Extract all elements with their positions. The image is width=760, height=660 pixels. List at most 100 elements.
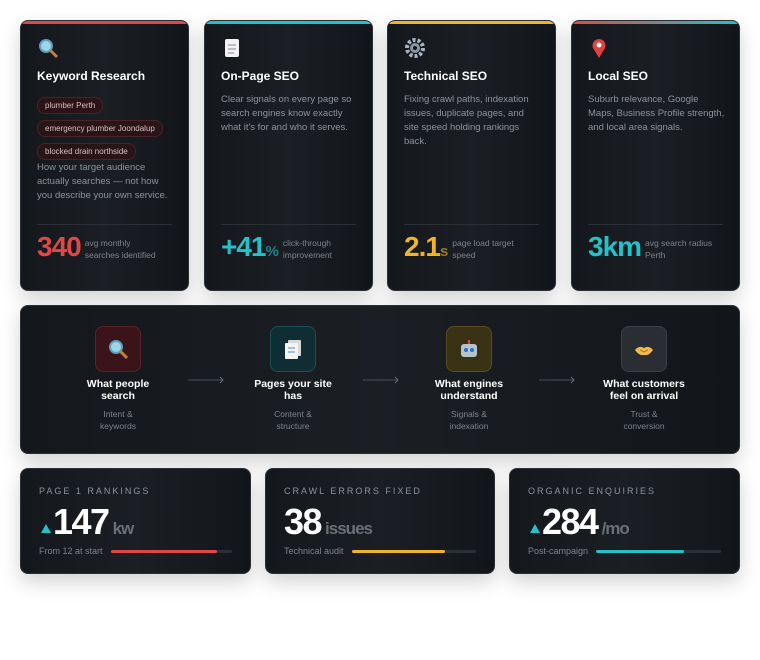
up-arrow: [39, 521, 53, 539]
card-icon: [221, 37, 243, 64]
card-icon-part: [405, 38, 425, 58]
service-card: On-Page SEO Clear signals on every page s…: [204, 20, 373, 291]
step-title: What engines understand: [434, 378, 504, 402]
card-title: Technical SEO: [404, 69, 488, 83]
step-subtitle: Trust & conversion: [623, 409, 665, 431]
card-accent: [572, 21, 739, 24]
card-icon-part: [405, 38, 425, 58]
stat-row: 2.1 s page load target speed: [404, 231, 534, 263]
flow-arrow-part: [219, 376, 224, 384]
stat-label: PAGE 1 RANKINGS: [39, 486, 151, 496]
stat-row: 3km avg search radius Perth: [588, 231, 727, 263]
step-subtitle: Signals & indexation: [449, 409, 489, 431]
step-subtitle: Intent & keywords: [100, 409, 136, 431]
step-title: What people search: [86, 378, 150, 402]
card-icon: [404, 37, 426, 64]
step-icon-part: [461, 340, 477, 357]
up-arrow-part: [41, 524, 51, 533]
divider: [404, 224, 539, 225]
step-icon-part: [635, 346, 653, 356]
divider: [221, 224, 356, 225]
stat-number: 38: [284, 501, 323, 542]
stat-caption: From 12 at start: [39, 546, 103, 556]
flow-arrow-part: [188, 376, 224, 384]
step-icon: [95, 326, 141, 372]
divider: [37, 224, 172, 225]
step-icon: [621, 326, 667, 372]
step-icon-part: [118, 349, 129, 360]
up-arrow: [528, 521, 542, 539]
progress-track: [352, 550, 476, 553]
progress-track: [111, 550, 232, 553]
stat-unit: s: [439, 243, 449, 260]
stat-caption: avg monthly searches identified: [84, 238, 156, 260]
stat-label: ORGANIC ENQUIRIES: [528, 486, 657, 496]
stat-unit: issues: [325, 519, 373, 538]
card-icon-part: [39, 39, 53, 53]
step-icon: [270, 326, 316, 372]
stat-caption: Post-campaign: [528, 546, 589, 556]
card-title: Keyword Research: [37, 69, 146, 83]
step-icon-part: [461, 344, 477, 357]
step-icon-part: [109, 340, 123, 354]
card-icon-part: [592, 39, 606, 58]
up-arrow-part: [530, 524, 540, 533]
flow-step: What customers feel on arrival Trust & co…: [584, 326, 704, 432]
flow-step: What engines understand Signals & indexat…: [409, 326, 529, 432]
card-title: Local SEO: [588, 69, 649, 83]
card-icon: [588, 37, 610, 64]
flow-panel: What people search Intent & keywords Pages…: [20, 305, 740, 454]
flow-step: Pages your site has Content & structure: [233, 326, 353, 432]
stat-value: +41: [221, 231, 266, 262]
step-icon-part: [470, 348, 474, 352]
stat-value: 2.1: [404, 231, 441, 262]
step-icon-part: [464, 348, 468, 352]
service-card: Keyword Research plumber Perth emergency p…: [20, 20, 189, 291]
keyword-tag: emergency plumber Joondalup: [37, 120, 163, 137]
service-card: Technical SEO Fixing crawl paths, indexat…: [387, 20, 556, 291]
step-icon-part: [109, 340, 129, 360]
card-icon-part: [596, 42, 602, 48]
flow-arrow-part: [363, 376, 399, 384]
stat-card: PAGE 1 RANKINGS 147 kw From 12 at start: [20, 468, 251, 574]
stat-label: CRAWL ERRORS FIXED: [284, 486, 422, 496]
card-description: Clear signals on every page so search en…: [221, 94, 352, 133]
stat-value-row: 38 issues: [284, 501, 373, 543]
stat-card: ORGANIC ENQUIRIES 284/mo Post-campaign: [509, 468, 740, 574]
progress-fill: [352, 550, 445, 553]
card-accent: [21, 21, 188, 24]
stat-row: 340 avg monthly searches identified: [37, 231, 167, 263]
card-icon-part: [225, 39, 239, 57]
stat-row: +41% click-through improvement: [221, 231, 365, 263]
up-arrow-part: [530, 524, 540, 533]
stat-caption: avg search radius Perth: [645, 238, 713, 260]
card-icon-part: [225, 39, 239, 57]
card-icon-part: [39, 39, 59, 59]
flow-step: What people search Intent & keywords: [58, 326, 178, 432]
card-description: Fixing crawl paths, indexation issues, d…: [404, 94, 529, 147]
flow-arrow-part: [570, 376, 575, 384]
card-icon-part: [48, 48, 59, 59]
card-title: On-Page SEO: [221, 69, 300, 83]
flow-arrow: [188, 372, 226, 390]
step-title: What customers feel on arrival: [603, 378, 685, 402]
stat-unit: %: [265, 243, 279, 260]
progress-fill: [111, 550, 218, 553]
step-icon-part: [285, 343, 298, 359]
keyword-tag: plumber Perth: [37, 97, 104, 114]
card-description: Suburb relevance, Google Maps, Business …: [588, 94, 725, 133]
flow-arrow: [539, 372, 577, 390]
service-card: Local SEO Suburb relevance, Google Maps, …: [571, 20, 740, 291]
card-icon-part: [592, 39, 606, 58]
step-subtitle: Content & structure: [274, 409, 312, 431]
stat-number: 284: [542, 501, 599, 542]
flow-arrow-part: [394, 376, 399, 384]
stat-caption: page load target speed: [452, 238, 514, 260]
stat-value-row: 284/mo: [528, 501, 630, 543]
card-icon-part: [413, 46, 417, 50]
keyword-tag: blocked drain northside: [37, 143, 136, 160]
stat-value: 340: [37, 231, 82, 262]
stat-number: 147: [53, 501, 110, 542]
stat-value: 3km: [588, 231, 642, 262]
